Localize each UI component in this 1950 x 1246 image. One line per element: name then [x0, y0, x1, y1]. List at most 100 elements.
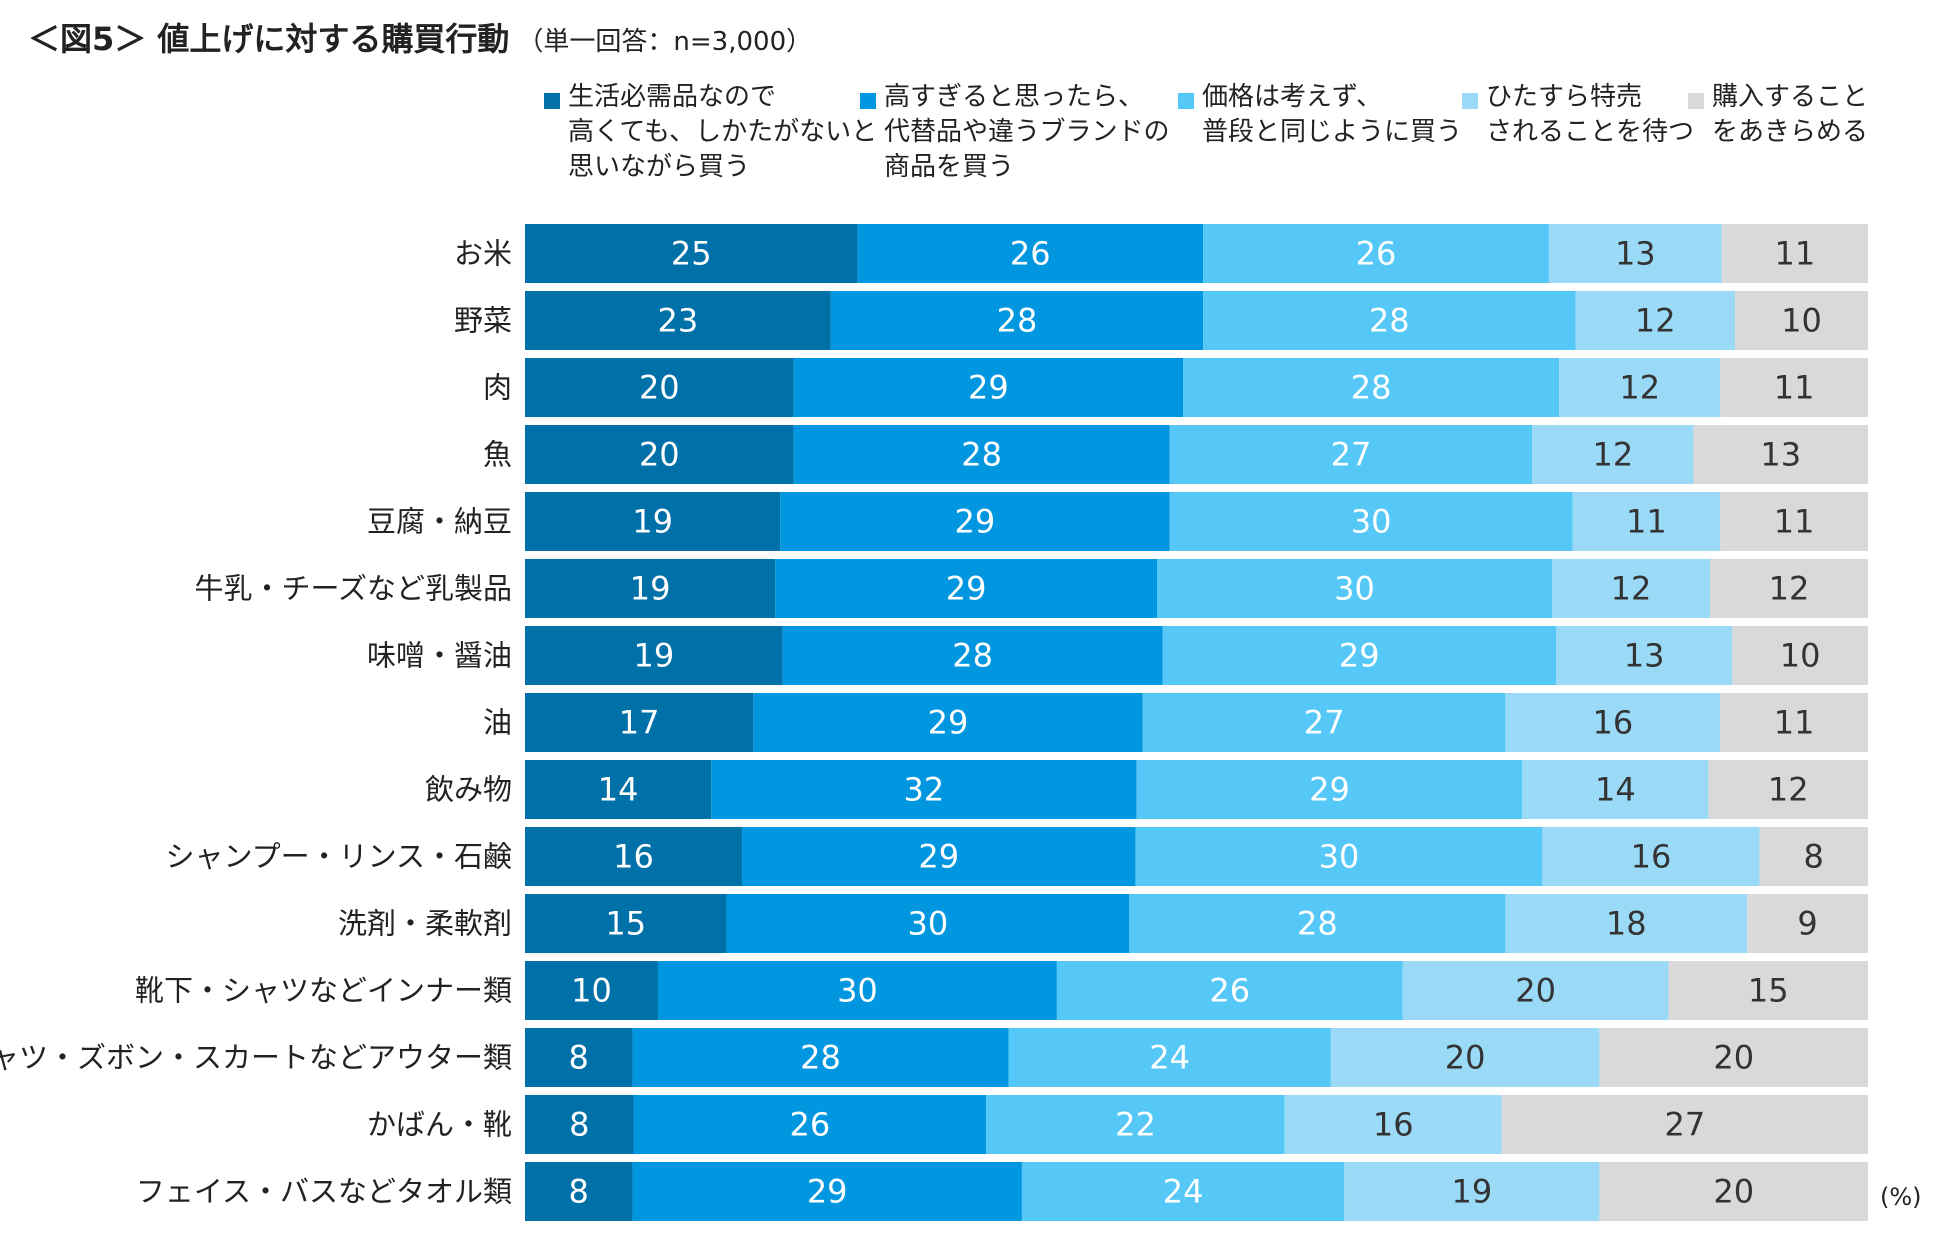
legend-swatch — [860, 93, 876, 109]
data-label: 28 — [961, 436, 1002, 474]
bar-segment — [657, 961, 1057, 1020]
legend-label: ひたすら特売 されることを待つ — [1486, 82, 1695, 147]
category-label: 靴下・シャツなどインナー類 — [135, 974, 512, 1008]
bar-segment — [1721, 224, 1868, 283]
data-label: 20 — [1515, 972, 1556, 1010]
bar-segment — [1522, 760, 1709, 819]
bar-segment — [1183, 358, 1560, 417]
data-label: 11 — [1774, 704, 1815, 742]
data-label: 29 — [1339, 637, 1380, 675]
bar-segment — [1021, 1162, 1345, 1221]
bar-segment — [1129, 894, 1506, 953]
bar-segment — [1555, 626, 1733, 685]
data-label: 20 — [1713, 1173, 1754, 1211]
data-label: 15 — [605, 905, 646, 943]
data-label: 29 — [968, 369, 1009, 407]
bar-segment — [1710, 559, 1868, 618]
bar-segment — [1720, 358, 1868, 417]
data-label: 15 — [1748, 972, 1789, 1010]
data-label: 8 — [569, 1173, 589, 1211]
data-label: 20 — [1445, 1039, 1486, 1077]
legend-item: 生活必需品なので 高くても、しかたがないと 思いながら買う — [544, 80, 877, 185]
bar-segment — [1135, 827, 1543, 886]
bar-segment — [1599, 1162, 1868, 1221]
data-label: 30 — [1319, 838, 1360, 876]
data-label: 25 — [671, 235, 712, 273]
data-label: 16 — [1592, 704, 1633, 742]
data-label: 22 — [1115, 1106, 1156, 1144]
data-label: 11 — [1774, 369, 1815, 407]
category-label: シャンプー・リンス・石鹸 — [165, 840, 512, 874]
legend-label: 高すぎると思ったら、 代替品や違うブランドの 商品を買う — [884, 82, 1170, 182]
bar-segment — [525, 626, 783, 685]
data-label: 8 — [1804, 838, 1824, 876]
data-label: 19 — [632, 503, 673, 541]
data-label: 26 — [1356, 235, 1397, 273]
data-label: 13 — [1624, 637, 1665, 675]
data-label: 11 — [1775, 235, 1816, 273]
data-label: 26 — [790, 1106, 831, 1144]
data-label: 8 — [569, 1106, 589, 1144]
category-label: 牛乳・チーズなど乳製品 — [194, 572, 512, 606]
bar-segment — [1501, 1095, 1868, 1154]
data-label: 14 — [1595, 771, 1636, 809]
category-label: 魚 — [483, 438, 512, 472]
bar-segment — [711, 760, 1137, 819]
bar-segment — [525, 358, 794, 417]
data-label: 30 — [1351, 503, 1392, 541]
category-label: フェイス・バスなどタオル類 — [136, 1175, 512, 1209]
bar-segment — [753, 693, 1143, 752]
bar-segment — [525, 291, 831, 350]
legend-item: 高すぎると思ったら、 代替品や違うブランドの 商品を買う — [860, 80, 1170, 185]
bar-segment — [1402, 961, 1669, 1020]
data-label: 29 — [928, 704, 969, 742]
bar-segment — [1548, 224, 1722, 283]
bar-segment — [1136, 760, 1523, 819]
data-label: 30 — [1334, 570, 1375, 608]
legend-swatch — [1178, 93, 1194, 109]
bar-segment — [525, 693, 754, 752]
data-label: 10 — [1781, 302, 1822, 340]
data-label: 16 — [1373, 1106, 1414, 1144]
data-label: 16 — [1631, 838, 1672, 876]
chart-title: ＜図5＞ 値上げに対する購買行動 （単一回答：n=3,000） — [28, 14, 812, 60]
data-label: 12 — [1768, 771, 1809, 809]
bar-segment — [1505, 894, 1748, 953]
bar-segment — [830, 291, 1204, 350]
data-label: 26 — [1209, 972, 1250, 1010]
data-label: 28 — [800, 1039, 841, 1077]
unit-label: (%) — [1880, 1183, 1922, 1211]
data-label: 28 — [1297, 905, 1338, 943]
data-label: 19 — [1451, 1173, 1492, 1211]
data-label: 12 — [1611, 570, 1652, 608]
data-label: 30 — [837, 972, 878, 1010]
legend-label: 購入すること をあきらめる — [1712, 82, 1869, 147]
bar-segment — [775, 559, 1157, 618]
data-label: 29 — [1309, 771, 1350, 809]
bar-segment — [1552, 559, 1710, 618]
bar-segment — [1157, 559, 1552, 618]
data-label: 12 — [1619, 369, 1660, 407]
data-label: 13 — [1615, 235, 1656, 273]
data-label: 26 — [1010, 235, 1051, 273]
data-label: 28 — [997, 302, 1038, 340]
bar-segment — [1559, 358, 1721, 417]
data-label: 20 — [639, 436, 680, 474]
bar-segment — [1572, 492, 1721, 551]
legend-swatch — [544, 93, 560, 109]
data-label: 29 — [807, 1173, 848, 1211]
data-label: 28 — [1369, 302, 1410, 340]
data-label: 9 — [1797, 905, 1817, 943]
bar-segment — [1344, 1162, 1600, 1221]
data-label: 27 — [1665, 1106, 1706, 1144]
data-label: 10 — [571, 972, 612, 1010]
data-label: 11 — [1774, 503, 1815, 541]
bar-segment — [1708, 760, 1868, 819]
data-label: 12 — [1635, 302, 1676, 340]
data-label: 30 — [908, 905, 949, 943]
category-label: お米 — [454, 237, 512, 271]
data-label: 28 — [1351, 369, 1392, 407]
bar-segment — [726, 894, 1130, 953]
bar-segment — [1505, 693, 1721, 752]
